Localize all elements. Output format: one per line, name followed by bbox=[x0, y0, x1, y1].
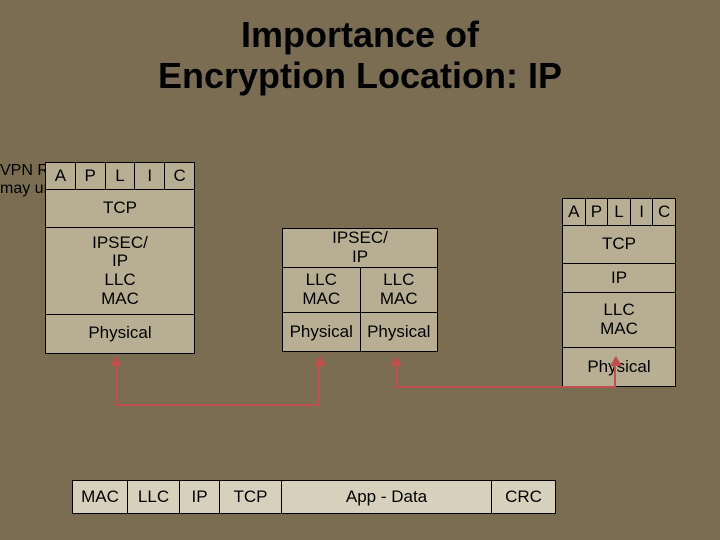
aplic-c-r: C bbox=[653, 198, 676, 226]
packet-crc: CRC bbox=[492, 480, 556, 514]
right-ip: IP bbox=[562, 263, 676, 293]
title-line-1: Importance of bbox=[241, 14, 479, 55]
packet-ip: IP bbox=[180, 480, 220, 514]
mid-mac-l: MAC bbox=[302, 290, 340, 309]
aplic-a-r: A bbox=[562, 198, 586, 226]
mid-ipsec-ip: IPSEC/ IP bbox=[282, 228, 438, 268]
aplic-a: A bbox=[45, 162, 76, 190]
left-ipsec-ip-llc-mac: IPSEC/ IP LLC MAC bbox=[45, 227, 195, 315]
right-llc-mac: LLC MAC bbox=[562, 292, 676, 349]
packet-mac: MAC bbox=[72, 480, 128, 514]
packet-strip: MAC LLC IP TCP App - Data CRC bbox=[72, 480, 556, 514]
aplic-c: C bbox=[165, 162, 195, 190]
right-llc: LLC bbox=[603, 301, 634, 320]
left-mac: MAC bbox=[101, 290, 139, 309]
aplic-i-r: I bbox=[631, 198, 654, 226]
arrowhead-mid-l bbox=[314, 356, 326, 366]
left-llc: LLC bbox=[104, 271, 135, 290]
arrowhead-mid-r bbox=[390, 356, 402, 366]
left-ipsec-ip: IPSEC/ IP bbox=[92, 234, 148, 271]
mid-llc-r: LLC bbox=[383, 271, 414, 290]
connector-left-mid bbox=[116, 358, 320, 406]
right-mac: MAC bbox=[600, 320, 638, 339]
mid-llc-l: LLC bbox=[306, 271, 337, 290]
mid-mac-r: MAC bbox=[380, 290, 418, 309]
stack-mid: IPSEC/ IP LLC MAC LLC MAC Physical Physi… bbox=[282, 228, 438, 352]
title-line-2: Encryption Location: IP bbox=[158, 55, 562, 96]
slide-title: Importance of Encryption Location: IP bbox=[0, 0, 720, 97]
packet-app: App - Data bbox=[282, 480, 492, 514]
right-tcp: TCP bbox=[562, 225, 676, 265]
arrowhead-right bbox=[610, 356, 622, 366]
packet-llc: LLC bbox=[128, 480, 180, 514]
stack-left: A P L I C TCP IPSEC/ IP LLC MAC Physical bbox=[45, 162, 195, 354]
mid-ipsec-ip-text: IPSEC/ IP bbox=[332, 229, 388, 266]
left-physical: Physical bbox=[45, 314, 195, 354]
aplic-l-r: L bbox=[608, 198, 631, 226]
aplic-l: L bbox=[106, 162, 136, 190]
connector-mid-right bbox=[396, 358, 616, 388]
aplic-p: P bbox=[76, 162, 106, 190]
mid-phys-l: Physical bbox=[282, 312, 361, 352]
arrowhead-left bbox=[110, 356, 122, 366]
mid-llc-mac-left: LLC MAC bbox=[282, 267, 361, 314]
stacks-area: A P L I C TCP IPSEC/ IP LLC MAC Physical… bbox=[0, 162, 720, 198]
left-tcp: TCP bbox=[45, 189, 195, 229]
aplic-p-r: P bbox=[586, 198, 609, 226]
packet-tcp: TCP bbox=[220, 480, 282, 514]
mid-phys-r: Physical bbox=[361, 312, 439, 352]
aplic-i: I bbox=[135, 162, 165, 190]
mid-llc-mac-right: LLC MAC bbox=[361, 267, 439, 314]
